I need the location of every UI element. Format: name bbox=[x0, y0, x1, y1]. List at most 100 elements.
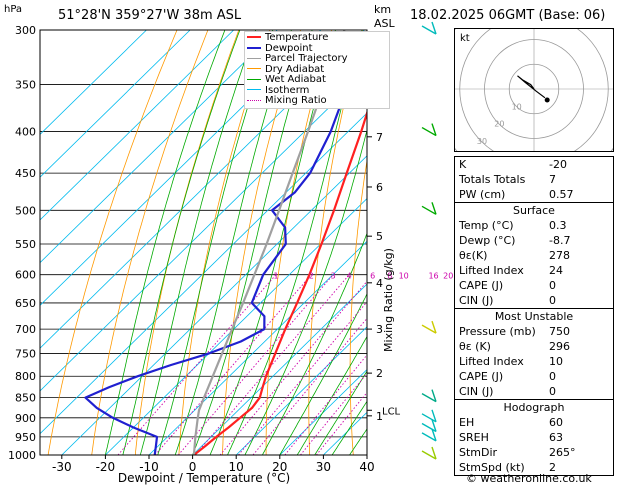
index-row: CAPE (J) 0 bbox=[455, 369, 613, 384]
storm-motion-marker bbox=[544, 97, 550, 103]
wind-barb bbox=[421, 446, 437, 460]
legend-item: Wet Adiabat bbox=[247, 74, 387, 86]
index-value: 63 bbox=[549, 431, 563, 444]
height-unit-label-2: ASL bbox=[374, 17, 395, 30]
pressure-tick-label: 600 bbox=[15, 269, 36, 282]
pressure-tick-label: 800 bbox=[15, 370, 36, 383]
wet-adiabat bbox=[296, 335, 367, 455]
temperature-line bbox=[193, 109, 367, 455]
x-tick-label: -20 bbox=[96, 460, 116, 474]
index-row: CIN (J) 0 bbox=[455, 293, 613, 308]
wet-adiabat bbox=[331, 400, 367, 455]
legend-label: Mixing Ratio bbox=[265, 95, 327, 106]
x-tick-label: -30 bbox=[52, 460, 72, 474]
legend-label: Parcel Trajectory bbox=[265, 53, 348, 64]
wet-adiabat bbox=[192, 30, 313, 455]
km-tick-label: 4 bbox=[376, 277, 383, 290]
legend-item: Parcel Trajectory bbox=[247, 53, 387, 65]
index-row: EH 60 bbox=[455, 415, 613, 430]
index-row: StmSpd (kt) 2 bbox=[455, 460, 613, 475]
index-value: 10 bbox=[549, 355, 563, 368]
index-label: CAPE (J) bbox=[459, 370, 504, 383]
isotherm bbox=[40, 30, 234, 221]
x-tick-label: 30 bbox=[316, 460, 331, 474]
wind-barb-feather bbox=[431, 320, 437, 334]
mixing-ratio-label: 16 bbox=[428, 272, 438, 281]
wind-barb-shaft bbox=[421, 126, 437, 137]
hodograph-ring-label: 10 bbox=[512, 102, 522, 111]
wet-adiabat bbox=[174, 30, 292, 455]
wet-adiabat bbox=[157, 30, 274, 455]
legend-swatch bbox=[247, 89, 261, 90]
isotherm bbox=[148, 240, 367, 455]
index-label: θε(K) bbox=[459, 249, 488, 262]
legend-swatch bbox=[247, 78, 261, 80]
pressure-tick-label: 450 bbox=[15, 167, 36, 180]
skew-t-series bbox=[84, 30, 367, 455]
height-unit-label: km bbox=[374, 3, 392, 16]
index-row: CAPE (J) 0 bbox=[455, 278, 613, 293]
mixing-ratio-line bbox=[238, 301, 367, 455]
pressure-tick-label: 500 bbox=[15, 204, 36, 217]
dewpoint-line bbox=[84, 40, 367, 455]
mixing-ratio-label: 2 bbox=[309, 272, 314, 281]
index-value: 7 bbox=[549, 173, 556, 186]
index-value: 24 bbox=[549, 264, 563, 277]
mixing-ratio-line bbox=[194, 274, 350, 455]
mixing-ratio-label: 4 bbox=[347, 272, 352, 281]
most-unstable-title: Most Unstable bbox=[494, 310, 574, 323]
index-value: 60 bbox=[549, 416, 563, 429]
x-tick-label: 20 bbox=[272, 460, 287, 474]
index-value: 2 bbox=[549, 461, 556, 474]
pressure-axis: 300 350 400 450 500 550 600 650 700 750 800 850 900 9… bbox=[8, 24, 36, 462]
wind-barb-shaft bbox=[421, 324, 437, 334]
mixing-ratio-line bbox=[252, 317, 367, 455]
index-value: 265° bbox=[549, 446, 576, 459]
wind-barb bbox=[421, 320, 437, 334]
mixing-ratio-label: 20 bbox=[443, 272, 453, 281]
index-row: Temp (°C) 0.3 bbox=[455, 218, 613, 233]
index-label: StmSpd (kt) bbox=[459, 461, 525, 474]
legend-swatch bbox=[247, 68, 261, 69]
index-label: StmDir bbox=[459, 446, 498, 459]
legend-item: Mixing Ratio bbox=[247, 95, 387, 107]
wind-barbs bbox=[421, 21, 437, 460]
pressure-tick-label: 900 bbox=[15, 412, 36, 425]
index-value: 0 bbox=[549, 279, 556, 292]
wind-barb-shaft bbox=[421, 413, 437, 423]
index-value: 0.3 bbox=[549, 219, 567, 232]
pressure-tick-label: 950 bbox=[15, 431, 36, 444]
mixing-ratio-label: 3 bbox=[331, 272, 336, 281]
hodograph-title: Hodograph bbox=[503, 401, 565, 414]
wind-barb-shaft bbox=[421, 25, 437, 35]
legend-label: Temperature bbox=[265, 32, 329, 43]
legend-swatch bbox=[247, 46, 261, 49]
x-tick-label: 0 bbox=[189, 460, 197, 474]
index-label: CIN (J) bbox=[459, 385, 494, 398]
isotherm bbox=[40, 30, 191, 178]
wet-adiabat bbox=[262, 232, 367, 455]
wind-barb bbox=[421, 419, 437, 433]
x-axis-label: Dewpoint / Temperature (°C) bbox=[118, 471, 290, 485]
index-row: θε (K) 296 bbox=[455, 339, 613, 354]
legend-item: Temperature bbox=[247, 32, 387, 44]
hodograph-unit-label: kt bbox=[460, 33, 470, 44]
mixing-ratio-label: 10 bbox=[399, 272, 409, 281]
index-value: 278 bbox=[549, 249, 570, 262]
wind-barb bbox=[421, 428, 437, 442]
mixing-ratio-line bbox=[154, 274, 312, 455]
wind-barb-feather bbox=[431, 202, 437, 215]
index-row: Dewp (°C) -8.7 bbox=[455, 233, 613, 248]
mixing-ratio-line bbox=[219, 280, 367, 455]
pressure-tick-label: 1000 bbox=[8, 449, 36, 462]
index-value: -8.7 bbox=[549, 234, 571, 247]
wet-adiabat bbox=[279, 293, 367, 455]
isotherm bbox=[235, 326, 367, 455]
wet-adiabat bbox=[209, 30, 336, 455]
index-label: SREH bbox=[459, 431, 489, 444]
index-value: 750 bbox=[549, 325, 570, 338]
wind-barb bbox=[421, 409, 437, 423]
wind-barb-feather bbox=[431, 389, 437, 402]
km-tick-label: 3 bbox=[376, 323, 383, 336]
